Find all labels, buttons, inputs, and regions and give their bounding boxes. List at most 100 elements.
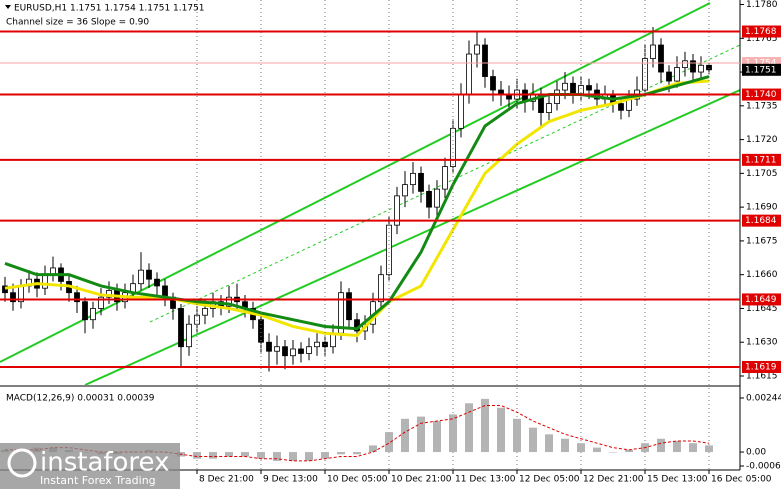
x-tick-label: 12 Dec 21:00 [583, 475, 644, 485]
candle-body [146, 269, 152, 280]
candle-body [202, 308, 208, 316]
candle-body [106, 290, 112, 298]
candle-body [290, 348, 296, 357]
candle-body [698, 64, 704, 73]
ask-label: 1.1754 [745, 59, 777, 69]
macd-bar [561, 438, 569, 453]
candle-body [458, 94, 464, 129]
candle-body [650, 44, 656, 59]
macd-title: MACD(12,26,9) 0.00031 0.00039 [6, 394, 155, 404]
candle-body [586, 85, 592, 91]
macd-bar [481, 398, 489, 453]
level-tag [742, 25, 781, 38]
candle-body [554, 89, 560, 104]
candle-body [90, 308, 96, 321]
x-tick-label: 10 Dec 21:00 [391, 475, 452, 485]
macd-bar [385, 432, 393, 453]
level-label: 1.1711 [745, 155, 777, 165]
level-tag [742, 293, 781, 306]
x-tick-label: 16 Dec 05:00 [711, 475, 772, 485]
candle-body [10, 292, 16, 303]
candle-body [98, 296, 104, 309]
macd-bar [673, 440, 681, 453]
x-tick-label: 8 Dec 21:00 [199, 475, 254, 485]
level-tag [742, 88, 781, 101]
macd-bar [401, 418, 409, 453]
candle-body [274, 346, 280, 352]
candle-body [410, 172, 416, 186]
candle-body [186, 323, 192, 348]
x-tick-label: 9 Dec 13:00 [263, 475, 318, 485]
candle-body [282, 346, 288, 357]
x-tick-label: 12 Dec 05:00 [519, 475, 580, 485]
y-tick-label: 1.1705 [746, 169, 778, 179]
symbol-arrow [5, 5, 11, 9]
macd-bar [273, 452, 281, 461]
macd-bar [209, 452, 217, 459]
macd-bar [433, 421, 441, 453]
y-tick-label: 1.1675 [746, 236, 778, 246]
y-tick-label: 0.00 [746, 448, 766, 458]
candle-body [706, 64, 712, 71]
level-label: 1.1619 [745, 362, 777, 372]
candle-body [314, 341, 320, 348]
candle-body [74, 292, 80, 303]
last-label: 1.1751 [745, 65, 777, 75]
chart-title: EURUSD,H1 1.1751 1.1754 1.1751 1.1751 [14, 4, 205, 14]
macd-bar [705, 445, 713, 453]
macd-bar [225, 452, 233, 457]
candle-body [426, 190, 432, 208]
level-tag [742, 153, 781, 166]
candle-body [658, 44, 664, 73]
macd-bar [609, 452, 617, 453]
logo-name: instaforex [40, 448, 169, 478]
logo-tagline: Instant Forex Trading [40, 474, 156, 487]
candle-body [418, 172, 424, 192]
macd-bar [497, 407, 505, 453]
candle-body [138, 269, 144, 285]
level-label: 1.1740 [745, 90, 777, 100]
candle-body [226, 296, 232, 307]
level-label: 1.1684 [745, 216, 777, 226]
level-label: 1.1649 [745, 295, 777, 305]
candle-body [434, 188, 440, 208]
candle-body [642, 58, 648, 91]
candle-body [402, 184, 408, 197]
logo: instaforex Instant Forex Trading [0, 443, 180, 489]
moving-average [4, 75, 710, 331]
macd-bar [689, 443, 697, 453]
y-tick-label: 1.1720 [746, 135, 778, 145]
candle-body [490, 76, 496, 91]
candle-body [378, 274, 384, 303]
macd-bar [369, 445, 377, 453]
macd-bar [465, 403, 473, 453]
moving-average [4, 79, 710, 338]
y-tick-label: -0.00063 [746, 462, 781, 472]
macd-bar [545, 434, 553, 453]
candle-body [682, 60, 688, 68]
macd-bar [353, 452, 361, 455]
x-tick-label: 10 Dec 05:00 [327, 475, 388, 485]
y-tick-label: 1.1735 [746, 101, 778, 111]
candle-body [474, 44, 480, 55]
candle-body [258, 319, 264, 343]
candle-body [306, 346, 312, 354]
macd-bar [289, 452, 297, 461]
logo-icon [7, 448, 37, 478]
candle-body [154, 278, 160, 287]
candle-body [266, 341, 272, 352]
macd-bar [193, 452, 201, 459]
macd-bar [657, 438, 665, 453]
candle-body [82, 301, 88, 321]
level-label: 1.1768 [745, 27, 777, 37]
candle-body [298, 348, 304, 354]
candle-body [346, 292, 352, 321]
candle-body [674, 67, 680, 82]
level-tag [742, 360, 781, 373]
x-tick-label: 15 Dec 13:00 [647, 475, 708, 485]
macd-bar [321, 452, 329, 459]
candle-body [666, 71, 672, 82]
last-tag [742, 63, 781, 76]
candle-body [482, 44, 488, 77]
